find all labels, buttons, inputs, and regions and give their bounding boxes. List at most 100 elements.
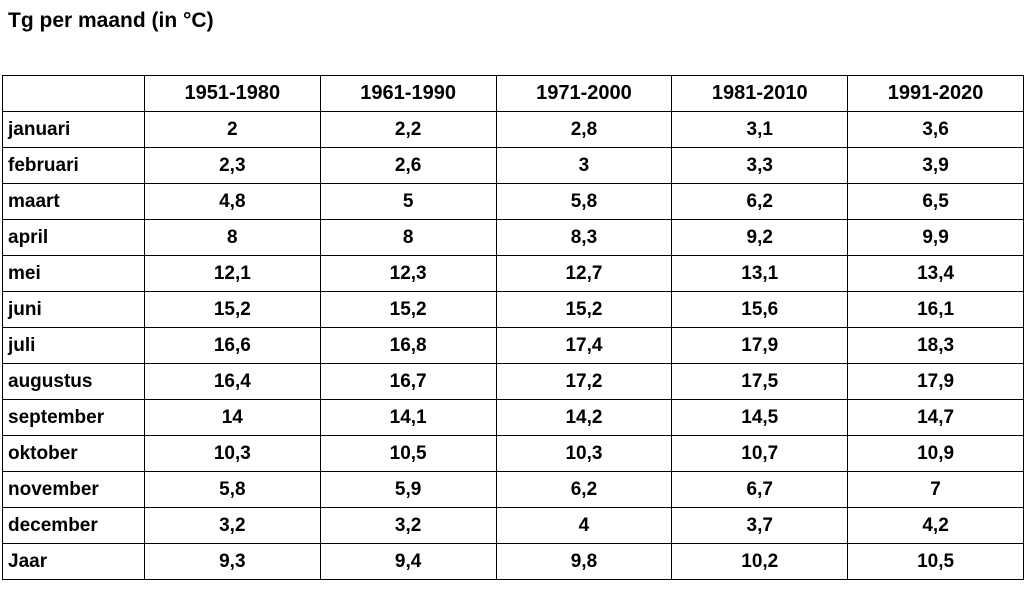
table-row: december 3,2 3,2 4 3,7 4,2: [2, 507, 1024, 545]
header-row: 1951-1980 1961-1990 1971-2000 1981-2010 1991…: [2, 75, 1024, 113]
value-cell: 6,2: [495, 471, 673, 509]
value-cell: 9,9: [847, 219, 1024, 257]
table-row: februari 2,3 2,6 3 3,3 3,9: [2, 147, 1024, 185]
value-cell: 14,5: [671, 399, 849, 437]
value-cell: 10,5: [847, 543, 1024, 581]
row-label: september: [2, 399, 145, 437]
table-row: juli 16,6 16,8 17,4 17,9 18,3: [2, 327, 1024, 365]
row-label: juli: [2, 327, 145, 365]
value-cell: 9,2: [671, 219, 849, 257]
row-label: oktober: [2, 435, 145, 473]
value-cell: 9,4: [319, 543, 497, 581]
value-cell: 15,2: [319, 291, 497, 329]
value-cell: 10,2: [671, 543, 849, 581]
value-cell: 5: [319, 183, 497, 221]
page-title: Tg per maand (in °C): [8, 9, 214, 32]
header-cell-period: 1991-2020: [847, 75, 1024, 113]
value-cell: 10,5: [319, 435, 497, 473]
value-cell: 5,9: [319, 471, 497, 509]
value-cell: 3,1: [671, 111, 849, 149]
value-cell: 13,4: [847, 255, 1024, 293]
row-label: maart: [2, 183, 145, 221]
header-cell-period: 1981-2010: [671, 75, 849, 113]
value-cell: 17,4: [495, 327, 673, 365]
table-row: september 14 14,1 14,2 14,5 14,7: [2, 399, 1024, 437]
table-row: mei 12,1 12,3 12,7 13,1 13,4: [2, 255, 1024, 293]
row-label: februari: [2, 147, 145, 185]
header-cell-empty: [2, 75, 145, 113]
value-cell: 3,9: [847, 147, 1024, 185]
value-cell: 16,4: [143, 363, 321, 401]
row-label: Jaar: [2, 543, 145, 581]
value-cell: 16,8: [319, 327, 497, 365]
table-row: maart 4,8 5 5,8 6,2 6,5: [2, 183, 1024, 221]
value-cell: 3,3: [671, 147, 849, 185]
table-row: oktober 10,3 10,5 10,3 10,7 10,9: [2, 435, 1024, 473]
table-row: Jaar 9,3 9,4 9,8 10,2 10,5: [2, 543, 1024, 581]
header-cell-period: 1951-1980: [143, 75, 321, 113]
value-cell: 13,1: [671, 255, 849, 293]
tg-table: 1951-1980 1961-1990 1971-2000 1981-2010 1991…: [2, 75, 1024, 581]
value-cell: 17,5: [671, 363, 849, 401]
value-cell: 3,7: [671, 507, 849, 545]
table-row: november 5,8 5,9 6,2 6,7 7: [2, 471, 1024, 509]
value-cell: 12,7: [495, 255, 673, 293]
value-cell: 2: [143, 111, 321, 149]
value-cell: 17,9: [847, 363, 1024, 401]
value-cell: 9,8: [495, 543, 673, 581]
value-cell: 3,6: [847, 111, 1024, 149]
value-cell: 4,2: [847, 507, 1024, 545]
value-cell: 12,1: [143, 255, 321, 293]
value-cell: 15,6: [671, 291, 849, 329]
value-cell: 17,9: [671, 327, 849, 365]
table-row: januari 2 2,2 2,8 3,1 3,6: [2, 111, 1024, 149]
row-label: april: [2, 219, 145, 257]
value-cell: 16,7: [319, 363, 497, 401]
row-label: november: [2, 471, 145, 509]
row-label: juni: [2, 291, 145, 329]
value-cell: 2,3: [143, 147, 321, 185]
value-cell: 10,7: [671, 435, 849, 473]
value-cell: 8: [143, 219, 321, 257]
table-row: augustus 16,4 16,7 17,2 17,5 17,9: [2, 363, 1024, 401]
value-cell: 6,2: [671, 183, 849, 221]
value-cell: 14,2: [495, 399, 673, 437]
value-cell: 4: [495, 507, 673, 545]
value-cell: 3,2: [319, 507, 497, 545]
value-cell: 9,3: [143, 543, 321, 581]
header-cell-period: 1971-2000: [495, 75, 673, 113]
row-label: januari: [2, 111, 145, 149]
value-cell: 6,5: [847, 183, 1024, 221]
value-cell: 2,6: [319, 147, 497, 185]
value-cell: 14,1: [319, 399, 497, 437]
value-cell: 8: [319, 219, 497, 257]
value-cell: 7: [847, 471, 1024, 509]
row-label: augustus: [2, 363, 145, 401]
value-cell: 17,2: [495, 363, 673, 401]
value-cell: 2,8: [495, 111, 673, 149]
row-label: mei: [2, 255, 145, 293]
value-cell: 10,3: [143, 435, 321, 473]
value-cell: 5,8: [143, 471, 321, 509]
value-cell: 8,3: [495, 219, 673, 257]
value-cell: 5,8: [495, 183, 673, 221]
value-cell: 10,3: [495, 435, 673, 473]
value-cell: 18,3: [847, 327, 1024, 365]
row-label: december: [2, 507, 145, 545]
value-cell: 14: [143, 399, 321, 437]
header-cell-period: 1961-1990: [319, 75, 497, 113]
value-cell: 15,2: [143, 291, 321, 329]
value-cell: 10,9: [847, 435, 1024, 473]
value-cell: 16,1: [847, 291, 1024, 329]
value-cell: 15,2: [495, 291, 673, 329]
value-cell: 3: [495, 147, 673, 185]
table-header: 1951-1980 1961-1990 1971-2000 1981-2010 1991…: [2, 75, 1024, 113]
value-cell: 12,3: [319, 255, 497, 293]
value-cell: 16,6: [143, 327, 321, 365]
value-cell: 2,2: [319, 111, 497, 149]
table-row: april 8 8 8,3 9,2 9,9: [2, 219, 1024, 257]
value-cell: 4,8: [143, 183, 321, 221]
value-cell: 14,7: [847, 399, 1024, 437]
value-cell: 3,2: [143, 507, 321, 545]
